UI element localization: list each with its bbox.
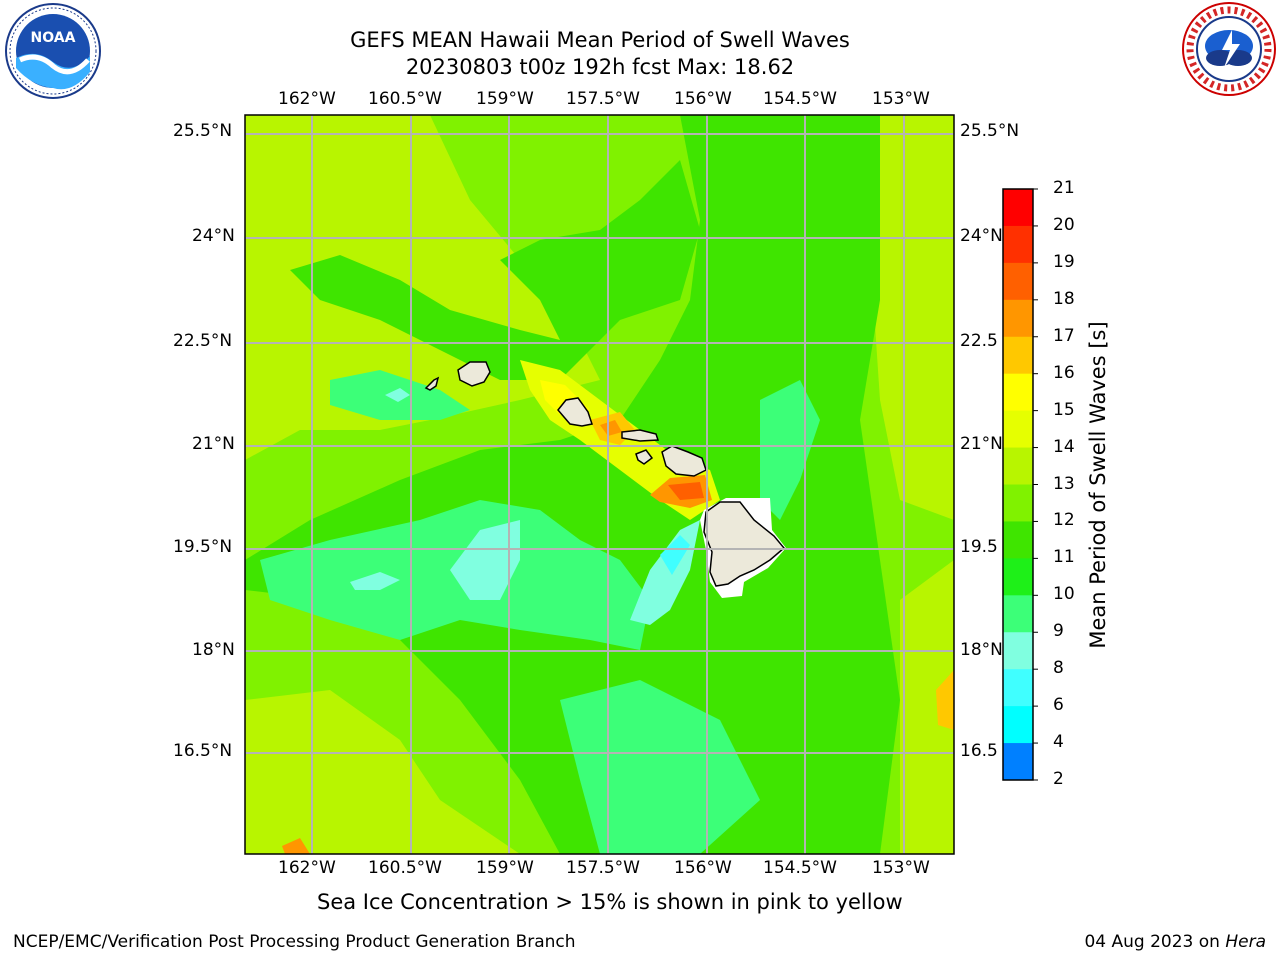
colorbar-tick-label: 9 (1053, 621, 1064, 642)
field-light-green-south (560, 680, 760, 854)
colorbar-tick-label: 2 (1053, 769, 1064, 789)
field-north-green (290, 160, 700, 380)
colorbar-tick-label: 20 (1053, 214, 1075, 235)
lon-label-bottom: 154.5°W (763, 858, 837, 878)
colorbar-segment (1003, 558, 1033, 596)
island-lanai (635, 449, 654, 465)
lat-label-left: 16.5°N (173, 741, 233, 761)
footer-date-text: 04 Aug 2023 on (1084, 932, 1226, 952)
lat-label-left: 24°N (192, 226, 235, 246)
lon-label-bottom: 153°W (872, 858, 930, 878)
field-orange-4 (600, 420, 622, 436)
colorbar-tick-label: 21 (1053, 178, 1075, 198)
colorbar-tick-label: 4 (1053, 732, 1064, 753)
lon-label-bottom: 157.5°W (566, 858, 640, 878)
colorbar-segment (1003, 373, 1033, 412)
sea-ice-note: Sea Ice Concentration > 15% is shown in … (317, 890, 903, 914)
colorbar-tick-label: 13 (1053, 473, 1075, 494)
island-niihau (424, 376, 440, 391)
lat-label-right: 19.5 (960, 537, 998, 557)
colorbar-segment (1003, 225, 1033, 264)
lat-label-left: 22.5°N (173, 331, 233, 351)
colorbar-segment (1003, 410, 1033, 449)
colorbar-segment (1003, 336, 1033, 375)
lat-label-right: 18°N (960, 640, 1003, 660)
lat-label-right: 21°N (960, 434, 1003, 454)
lat-label-left: 25.5°N (173, 121, 233, 141)
lat-label-right: 24°N (960, 226, 1003, 246)
island-molokai (621, 429, 660, 442)
lon-label-top: 154.5°W (763, 89, 837, 109)
island-hawaii (703, 501, 786, 587)
lat-label-right: 25.5°N (960, 121, 1020, 141)
colorbar-segment (1003, 299, 1033, 338)
lat-label-left: 18°N (192, 640, 235, 660)
lon-label-bottom: 159°W (476, 858, 534, 878)
colorbar-tick-label: 10 (1053, 584, 1075, 605)
colorbar-tick-label: 16 (1053, 362, 1075, 383)
colorbar-segment (1003, 447, 1033, 485)
field-ne-yellowgreen (870, 115, 954, 520)
colorbar-segment (1003, 262, 1033, 301)
map-gridlines (245, 115, 954, 854)
field-cyan-1 (450, 520, 520, 600)
noaa-logo-text: NOAA (30, 30, 76, 46)
footer-date: 04 Aug 2023 on Hera (1084, 932, 1266, 952)
lat-label-right: 22.5 (960, 331, 998, 351)
lat-label-right: 16.5 (960, 741, 998, 761)
field-orange-sw (282, 838, 310, 854)
lon-label-top: 157.5°W (566, 89, 640, 109)
colorbar-title: Mean Period of Swell Waves [s] (1086, 321, 1110, 649)
footer-machine: Hera (1225, 932, 1266, 952)
nws-logo-icon (1180, 0, 1278, 102)
colorbar-segment (1003, 743, 1033, 781)
lat-label-left: 21°N (192, 434, 235, 454)
field-cyan-3 (350, 572, 400, 590)
footer-branch: NCEP/EMC/Verification Post Processing Pr… (13, 932, 576, 952)
lon-label-bottom: 156°W (674, 858, 732, 878)
lon-label-top: 153°W (872, 89, 930, 109)
lat-label-left: 19.5°N (173, 537, 233, 557)
colorbar-segment (1003, 521, 1033, 559)
colorbar-segment (1003, 632, 1033, 670)
lon-label-bottom: 162°W (278, 858, 336, 878)
colorbar-tick-label: 19 (1053, 251, 1075, 272)
lon-label-top: 160.5°W (368, 89, 442, 109)
field-orange-se (936, 670, 954, 730)
colorbar-tick-label: 12 (1053, 510, 1075, 531)
colorbar-segment (1003, 706, 1033, 744)
colorbar-segment (1003, 189, 1033, 227)
noaa-logo-icon: NOAA (2, 2, 104, 104)
lon-label-top: 159°W (476, 89, 534, 109)
colorbar-tick-label: 8 (1053, 658, 1064, 679)
colorbar-tick-label: 18 (1053, 288, 1075, 309)
field-cyan-5 (660, 535, 690, 575)
colorbar-tick-label: 15 (1053, 399, 1075, 420)
field-sw-yellow (245, 690, 520, 854)
field-orange-3 (668, 482, 704, 500)
field-central-green (245, 115, 900, 854)
lon-label-top: 156°W (674, 89, 732, 109)
colorbar-segment (1003, 595, 1033, 633)
colorbar-segment (1003, 669, 1033, 707)
colorbar-segment (1003, 484, 1033, 522)
island-oahu (557, 397, 593, 427)
map-frame (244, 114, 955, 855)
lon-label-bottom: 160.5°W (368, 858, 442, 878)
lon-label-top: 162°W (278, 89, 336, 109)
colorbar-tick-label: 14 (1053, 436, 1075, 457)
chart-title-line1: GEFS MEAN Hawaii Mean Period of Swell Wa… (350, 28, 850, 52)
field-se-yellow (900, 560, 954, 854)
colorbar-tick-label: 6 (1053, 695, 1064, 716)
island-kauai (457, 361, 491, 387)
colorbar (1002, 188, 1038, 781)
chart-title-line2: 20230803 t00z 192h fcst Max: 18.62 (405, 55, 795, 79)
colorbar-tick-label: 17 (1053, 325, 1075, 346)
field-cyan-4 (385, 388, 410, 402)
colorbar-tick-label: 11 (1053, 547, 1075, 568)
